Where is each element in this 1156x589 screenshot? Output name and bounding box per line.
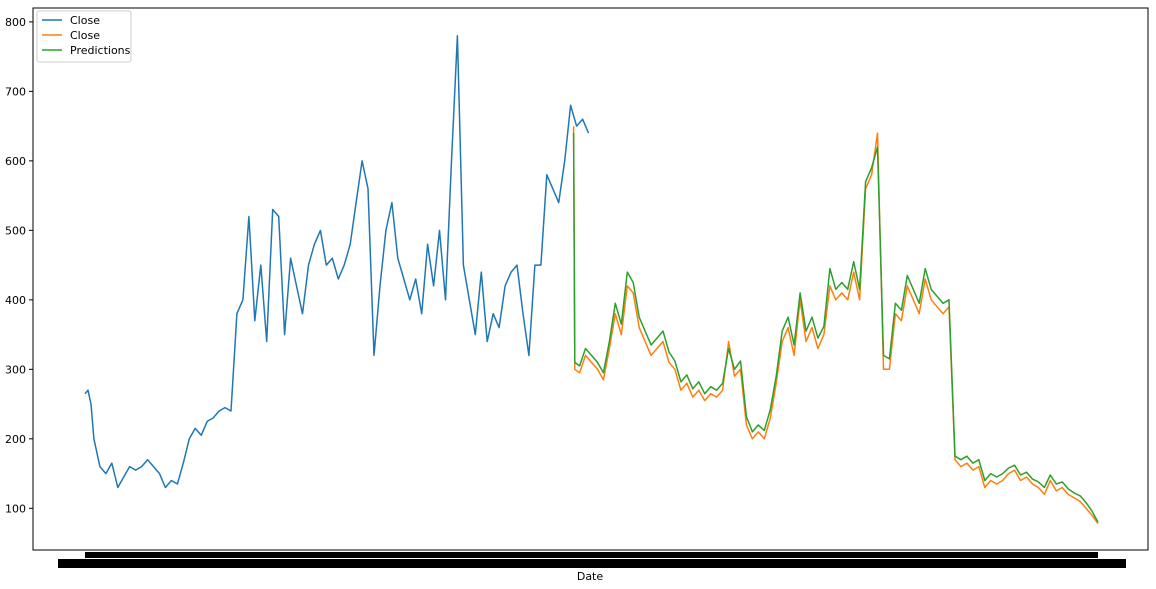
x-axis-label: Date bbox=[577, 570, 604, 583]
legend-label: Close bbox=[70, 14, 100, 27]
legend-label: Close bbox=[70, 29, 100, 42]
x-tick-labels-overlapping bbox=[58, 559, 1126, 568]
y-tick-label: 300 bbox=[5, 363, 26, 376]
y-tick-label: 600 bbox=[5, 155, 26, 168]
y-tick-label: 800 bbox=[5, 16, 26, 29]
y-tick-label: 100 bbox=[5, 502, 26, 515]
x-tick-marks-dense bbox=[85, 552, 1098, 558]
y-axis: 100 200 300 400 500 600 700 800 bbox=[5, 16, 33, 515]
series-line-predictions-2 bbox=[572, 133, 1099, 523]
legend-label: Predictions bbox=[70, 44, 131, 57]
y-tick-label: 500 bbox=[5, 224, 26, 237]
y-tick-label: 400 bbox=[5, 294, 26, 307]
y-tick-label: 700 bbox=[5, 85, 26, 98]
series-layer bbox=[84, 35, 1099, 525]
plot-frame bbox=[32, 7, 1149, 551]
legend: Close Close Predictions bbox=[36, 10, 132, 63]
x-axis-tick-labels bbox=[58, 552, 1126, 568]
series-line-close-0 bbox=[84, 35, 590, 489]
series-line-close-1 bbox=[572, 126, 1099, 525]
y-tick-label: 200 bbox=[5, 433, 26, 446]
